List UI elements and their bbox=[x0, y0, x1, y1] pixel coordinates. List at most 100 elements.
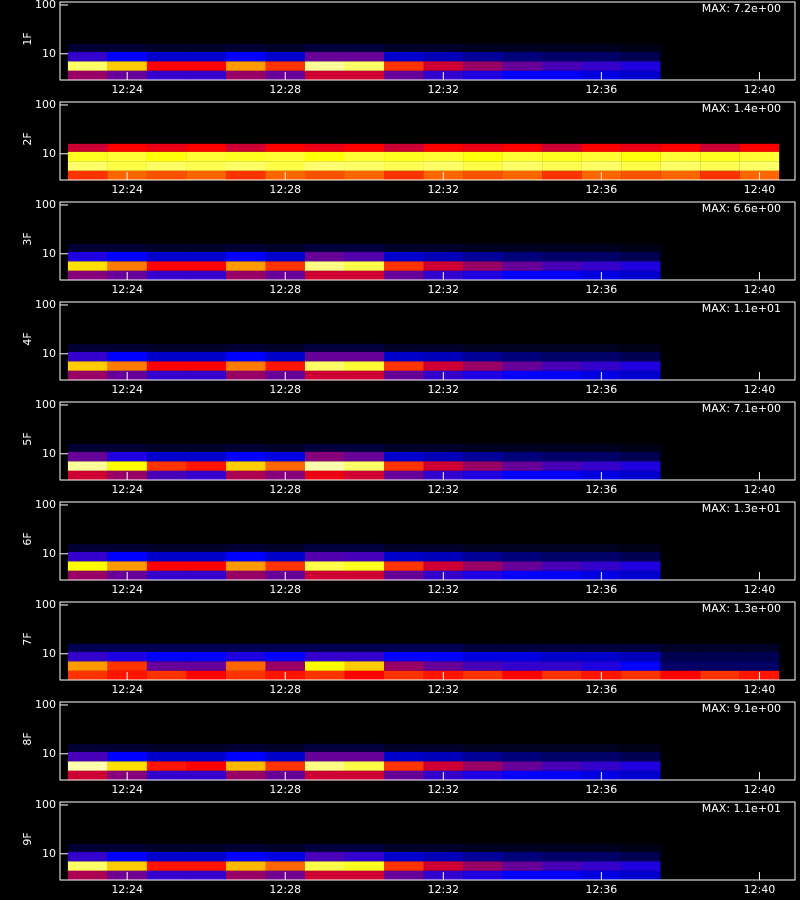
heat-cell bbox=[463, 851, 503, 862]
heat-cell bbox=[186, 843, 226, 852]
heat-cell bbox=[186, 743, 226, 752]
heat-cell bbox=[146, 443, 187, 452]
heat-cell bbox=[542, 651, 582, 662]
heat-cell bbox=[186, 861, 226, 871]
panel-label: 4F bbox=[21, 332, 34, 345]
x-tick-label: 12:36 bbox=[586, 783, 618, 796]
y-tick-label: 100 bbox=[35, 398, 56, 411]
heat-cell bbox=[660, 551, 701, 562]
heat-cell bbox=[463, 51, 503, 62]
heat-cell bbox=[700, 243, 740, 252]
heat-cell bbox=[739, 43, 780, 52]
heat-cell bbox=[67, 243, 108, 252]
heat-cell bbox=[344, 270, 385, 280]
heat-cell bbox=[186, 461, 226, 471]
heat-cell bbox=[384, 351, 424, 362]
heat-cell bbox=[186, 451, 226, 462]
heat-cell bbox=[700, 261, 740, 271]
heat-cell bbox=[344, 251, 385, 262]
heat-cell bbox=[700, 161, 740, 171]
x-tick-label: 12:32 bbox=[427, 383, 459, 396]
heat-cell bbox=[423, 551, 464, 562]
heat-cell bbox=[542, 261, 582, 271]
heat-cell bbox=[384, 843, 424, 852]
heat-cell bbox=[502, 551, 543, 562]
heat-cell bbox=[384, 70, 424, 80]
heat-cell bbox=[146, 43, 187, 52]
heat-cell bbox=[463, 270, 503, 280]
max-annotation: MAX: 9.1e+00 bbox=[702, 702, 781, 715]
heat-cell bbox=[146, 143, 187, 152]
heat-cell bbox=[384, 170, 424, 180]
y-tick-label: 100 bbox=[35, 198, 56, 211]
heat-cell bbox=[581, 143, 622, 152]
heat-cell bbox=[463, 370, 503, 380]
heat-cell bbox=[660, 743, 701, 752]
heat-cell bbox=[225, 843, 266, 852]
x-tick-label: 12:24 bbox=[111, 83, 143, 96]
heat-cell bbox=[67, 651, 108, 662]
heat-cell bbox=[305, 670, 345, 680]
heat-cell bbox=[542, 861, 582, 871]
x-tick-label: 12:32 bbox=[427, 183, 459, 196]
heat-cell bbox=[621, 570, 661, 580]
heat-cell bbox=[542, 561, 582, 571]
heat-cell bbox=[107, 461, 147, 471]
heat-cell bbox=[660, 461, 701, 471]
heat-cell bbox=[146, 670, 187, 680]
heat-cell bbox=[660, 561, 701, 571]
heat-cell bbox=[739, 843, 780, 852]
x-tick-label: 12:28 bbox=[269, 83, 301, 96]
heat-cell bbox=[107, 451, 147, 462]
heat-cell bbox=[344, 470, 385, 480]
heat-cell bbox=[660, 261, 701, 271]
heat-cell bbox=[67, 661, 108, 671]
x-tick-label: 12:24 bbox=[111, 583, 143, 596]
heat-cell bbox=[660, 451, 701, 462]
heat-cell bbox=[305, 661, 345, 671]
heat-cell bbox=[384, 43, 424, 52]
heat-cell bbox=[67, 861, 108, 871]
heat-cell bbox=[463, 170, 503, 180]
heat-cell bbox=[660, 570, 701, 580]
heat-cell bbox=[67, 543, 108, 552]
heat-cell bbox=[265, 243, 305, 252]
heat-cell bbox=[739, 851, 780, 862]
heat-cell bbox=[225, 70, 266, 80]
heat-cell bbox=[423, 161, 464, 171]
heat-cell bbox=[581, 43, 622, 52]
heat-cell bbox=[107, 143, 147, 152]
max-annotation: MAX: 1.1e+01 bbox=[702, 302, 781, 315]
heat-cell bbox=[423, 243, 464, 252]
heat-cell bbox=[423, 851, 464, 862]
heat-cell bbox=[660, 51, 701, 62]
heat-cell bbox=[146, 470, 187, 480]
heat-cell bbox=[225, 870, 266, 880]
heat-cell bbox=[463, 570, 503, 580]
x-tick-label: 12:36 bbox=[586, 283, 618, 296]
heat-cell bbox=[739, 343, 780, 352]
y-tick-label: 10 bbox=[42, 847, 56, 860]
heat-cell bbox=[660, 161, 701, 171]
panel-label: 9F bbox=[21, 832, 34, 845]
heat-cell bbox=[265, 61, 305, 71]
heat-cell bbox=[384, 161, 424, 171]
heat-cell bbox=[463, 343, 503, 352]
heat-cell bbox=[305, 551, 345, 562]
heat-cell bbox=[344, 761, 385, 771]
heat-cell bbox=[384, 151, 424, 162]
heat-cell bbox=[502, 570, 543, 580]
heat-cell bbox=[423, 443, 464, 452]
heat-cell bbox=[305, 43, 345, 52]
heat-cell bbox=[344, 843, 385, 852]
heat-cell bbox=[739, 51, 780, 62]
heat-cell bbox=[621, 43, 661, 52]
heat-cell bbox=[265, 551, 305, 562]
heat-cell bbox=[67, 261, 108, 271]
heat-cell bbox=[463, 743, 503, 752]
heat-cell bbox=[186, 43, 226, 52]
heat-cell bbox=[384, 543, 424, 552]
heat-cell bbox=[502, 861, 543, 871]
heat-cell bbox=[305, 743, 345, 752]
heat-cell bbox=[384, 661, 424, 671]
